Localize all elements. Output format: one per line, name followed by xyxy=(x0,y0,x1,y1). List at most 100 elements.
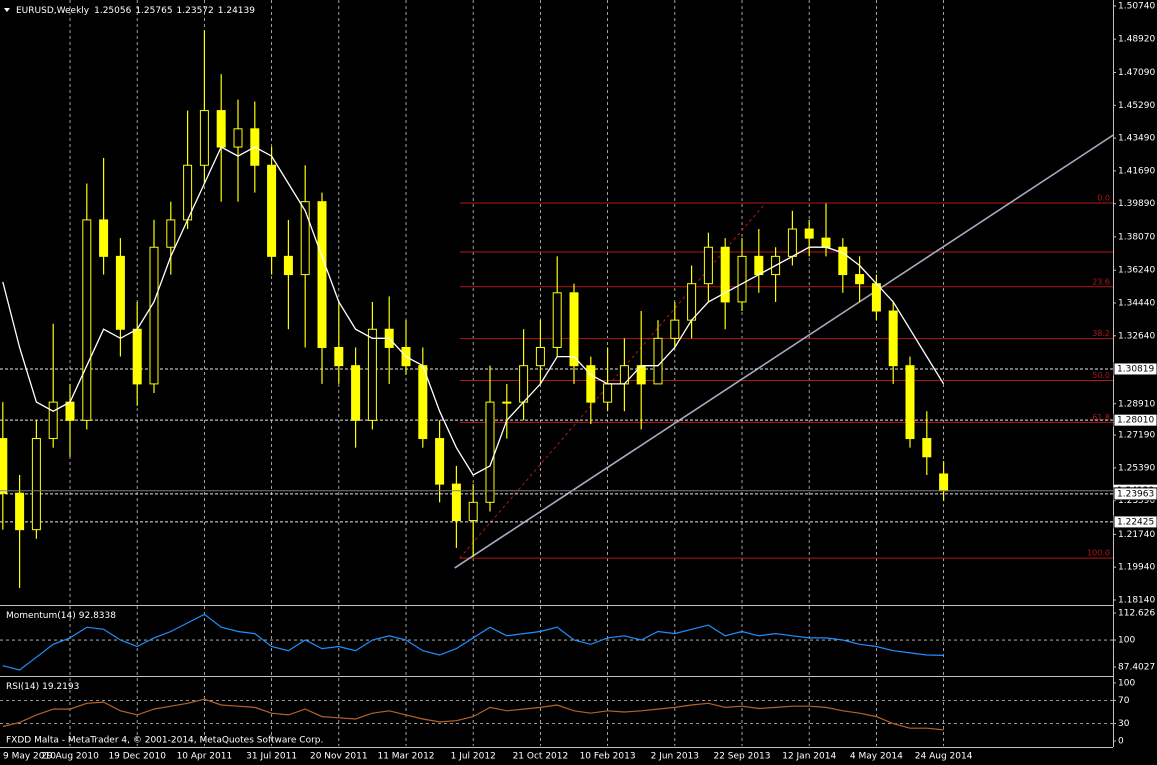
candle-body xyxy=(300,201,310,276)
x-tick-label: 22 Sep 2013 xyxy=(713,752,770,762)
x-tick-label: 10 Apr 2011 xyxy=(177,752,233,762)
candle-body xyxy=(485,401,495,503)
x-tick-label: 31 Jul 2011 xyxy=(246,752,297,762)
candle-body xyxy=(838,246,848,276)
candle-body xyxy=(787,228,797,257)
candle-body xyxy=(351,365,361,421)
candle-body xyxy=(855,274,865,285)
y-tick-label: 1.38070 xyxy=(1118,232,1155,242)
momentum-header: Momentum(14) 92.8338 xyxy=(6,611,116,621)
indicator-line xyxy=(2,698,944,731)
candle-body xyxy=(0,438,8,494)
candle-body xyxy=(15,492,25,531)
candle-body xyxy=(687,283,697,321)
indicator-title: Momentum(14) xyxy=(6,611,76,621)
y-tick-label: 1.39890 xyxy=(1118,199,1155,209)
x-tick-label: 19 Dec 2010 xyxy=(108,752,166,762)
y-tick-label: 1.28910 xyxy=(1118,399,1155,409)
candle-body xyxy=(754,255,764,276)
candle-body xyxy=(703,246,713,285)
candle-body xyxy=(216,110,226,148)
y-tick-label: 1.23590 xyxy=(1118,496,1155,506)
x-tick-label: 9 May 2010 xyxy=(3,752,56,762)
menu-arrow[interactable] xyxy=(4,8,10,12)
x-tick-label: 4 May 2014 xyxy=(850,752,903,762)
y-tick-label: 1.25390 xyxy=(1118,463,1155,473)
x-tick-label: 11 Mar 2012 xyxy=(377,752,434,762)
rsi-header: RSI(14) 19.2193 xyxy=(6,682,79,692)
x-tick-label: 2 Jun 2013 xyxy=(651,752,699,762)
candle-body xyxy=(334,346,344,367)
y-tick-label: 1.48920 xyxy=(1118,35,1155,45)
candle-body xyxy=(317,201,327,348)
fib-label: 38.2 xyxy=(1092,329,1110,338)
candle-body xyxy=(888,310,898,367)
price-line-label: 1.30819 xyxy=(1117,364,1154,374)
y-tick-label: 1.50740 xyxy=(1118,2,1155,12)
price-line-label: 1.22425 xyxy=(1117,517,1154,527)
x-tick-label: 24 Aug 2014 xyxy=(915,752,973,762)
indicator-line xyxy=(2,613,944,671)
candle-body xyxy=(435,438,445,485)
candle-body xyxy=(199,110,209,166)
trendline xyxy=(454,134,1114,569)
candle-body xyxy=(166,219,176,248)
x-tick-label: 21 Oct 2012 xyxy=(513,752,569,762)
price-box xyxy=(1113,413,1157,427)
candle-body xyxy=(82,219,92,421)
y-tick-label: 1.21740 xyxy=(1118,530,1155,540)
candle-body xyxy=(804,228,814,239)
y-tick-label: 1.36240 xyxy=(1118,266,1155,276)
y-tick-label: 1.43490 xyxy=(1118,134,1155,144)
price-box xyxy=(1113,515,1157,529)
fib-label: 0.0 xyxy=(1097,193,1110,202)
y-tick-label: 1.32640 xyxy=(1118,331,1155,341)
candle-body xyxy=(468,501,478,522)
fib-label: 61.8 xyxy=(1092,413,1110,422)
price-box xyxy=(1113,487,1157,501)
y-tick-label: 1.27190 xyxy=(1118,431,1155,441)
y-tick-label: 0 xyxy=(1118,737,1124,747)
close-value: 1.24139 xyxy=(218,6,255,16)
fib-label: 50.0 xyxy=(1092,371,1110,380)
fib-label: 23.6 xyxy=(1092,277,1110,286)
candle-body xyxy=(267,164,277,257)
candle-body xyxy=(922,438,932,458)
y-tick-label: 112.626 xyxy=(1118,609,1155,619)
x-tick-label: 1 Jul 2012 xyxy=(451,752,496,762)
candle-body xyxy=(535,346,545,367)
candle-body xyxy=(737,255,747,303)
chart-header: EURUSD,Weekly 1.25056 1.25765 1.23572 1.2413… xyxy=(16,6,255,16)
candle-body xyxy=(418,365,428,440)
plot: 0.0 23.6 38.2 50.0 61.8 100.0 xyxy=(0,30,1114,731)
candle-body xyxy=(132,328,142,385)
x-tick-label: 10 Feb 2013 xyxy=(580,752,636,762)
y-tick-label: 70 xyxy=(1118,696,1130,706)
y-tick-label: 100 xyxy=(1118,636,1135,646)
moving-average xyxy=(2,146,945,476)
footer: FXDD Malta - MetaTrader 4, © 2001-2014, … xyxy=(6,736,323,746)
x-tick-label: 20 Nov 2011 xyxy=(310,752,368,762)
y-tick-label: 30 xyxy=(1118,719,1130,729)
price-box xyxy=(1113,362,1157,376)
candle-body xyxy=(720,246,730,303)
y-tick-label: 87.4027 xyxy=(1118,663,1155,673)
candle-body xyxy=(99,219,109,257)
candle-body xyxy=(821,237,831,248)
y-tick-label: 1.47090 xyxy=(1118,68,1155,78)
candle-body xyxy=(603,383,613,403)
candle-body xyxy=(552,292,562,348)
low-value: 1.23572 xyxy=(177,6,214,16)
x-tick-label: 29 Aug 2010 xyxy=(41,752,99,762)
candle-body xyxy=(653,337,663,385)
indicator-value: 19.2193 xyxy=(42,682,79,692)
candle-body xyxy=(519,365,529,403)
indicator-value: 92.8338 xyxy=(79,611,116,621)
candle-body xyxy=(115,255,125,330)
fib-base xyxy=(459,202,766,559)
candle-body xyxy=(905,365,915,440)
